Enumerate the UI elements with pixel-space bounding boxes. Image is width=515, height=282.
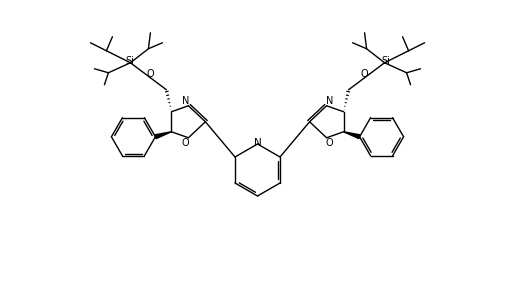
Text: O: O — [361, 69, 368, 79]
Polygon shape — [155, 132, 171, 139]
Text: Si: Si — [125, 56, 134, 66]
Text: Si: Si — [381, 56, 390, 66]
Polygon shape — [344, 132, 360, 139]
Text: O: O — [182, 138, 189, 148]
Text: O: O — [147, 69, 154, 79]
Text: O: O — [326, 138, 333, 148]
Text: N: N — [182, 96, 189, 106]
Text: N: N — [326, 96, 333, 106]
Text: N: N — [253, 138, 262, 149]
